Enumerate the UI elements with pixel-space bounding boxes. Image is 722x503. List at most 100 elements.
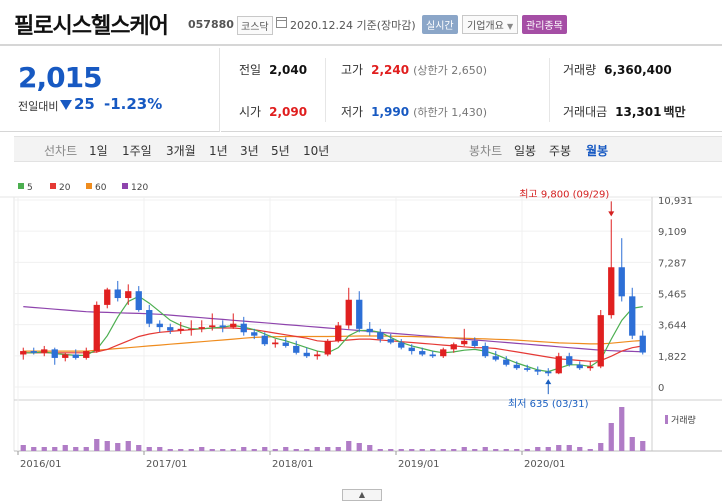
tab-1day[interactable]: 1일: [89, 144, 108, 158]
candle-body: [41, 349, 48, 353]
candle-body: [555, 356, 562, 374]
candle-body: [62, 354, 69, 358]
realtime-button[interactable]: 실시간: [422, 15, 458, 34]
candle-body: [324, 340, 331, 355]
volume-bar: [283, 447, 289, 451]
y-tick-label: 9,109: [658, 227, 687, 238]
legend-swatch-120: [122, 183, 128, 189]
price-summary: 2,015 전일대비 25 -1.23%: [0, 48, 220, 132]
volume-bar: [335, 447, 341, 451]
candle-body: [429, 354, 436, 357]
candle-body: [387, 339, 394, 343]
volume-bar: [388, 449, 394, 451]
candle-body: [30, 351, 37, 353]
volume-bar: [73, 447, 79, 451]
candle-body: [293, 345, 300, 353]
volume-bar: [209, 449, 215, 451]
volume-bar: [52, 447, 58, 451]
tab-10year[interactable]: 10년: [303, 144, 330, 158]
candle-body: [471, 340, 478, 346]
tab-3year[interactable]: 3년: [240, 144, 259, 158]
legend-label-60: 60: [95, 183, 107, 193]
candle-body: [482, 345, 489, 357]
volume-bar: [314, 447, 320, 451]
volume-bar: [178, 449, 184, 451]
min-arrow-head: [545, 379, 552, 385]
stat-turnover-unit: 백만: [663, 105, 686, 119]
stat-volume: 거래량 6,360,400: [563, 61, 672, 78]
volume-bar: [41, 447, 47, 451]
stat-open-label: 시가: [239, 105, 262, 119]
volume-bar: [220, 449, 226, 451]
stat-turnover-value: 13,301: [615, 105, 662, 119]
volume-bar: [440, 449, 446, 451]
volume-bar: [629, 437, 635, 451]
legend-swatch-20: [50, 183, 56, 189]
candle-body: [209, 325, 216, 328]
tab-1week[interactable]: 1주일: [122, 144, 152, 158]
candle-body: [303, 352, 310, 357]
volume-bar: [346, 441, 352, 451]
chevron-down-icon: ▼: [507, 22, 514, 31]
tab-1year[interactable]: 1년: [209, 144, 228, 158]
tab-5year[interactable]: 5년: [271, 144, 290, 158]
tab-weekly[interactable]: 주봉: [549, 144, 572, 158]
candlestick-chart[interactable]: 5 20 60 120 10,931 9,109 7,287 5,465 3,644 1,822 0…: [0, 175, 722, 503]
candle-body: [219, 325, 226, 328]
legend-swatch-5: [18, 183, 24, 189]
candle-body: [20, 351, 27, 355]
candle-body: [608, 267, 615, 316]
volume-bar: [157, 447, 163, 451]
stat-high-value: 2,240: [371, 63, 410, 77]
candle-body: [251, 332, 258, 336]
candle-body: [167, 327, 174, 331]
tab-3month[interactable]: 3개월: [166, 144, 196, 158]
candle-body: [240, 323, 247, 333]
candle-body: [230, 323, 237, 328]
price-stats: 전일 2,040 고가 2,240 (상한가 2,650) 거래량 6,360,400 …: [221, 48, 722, 132]
company-name: 필로시스헬스케어: [14, 14, 169, 39]
candle-body: [177, 328, 184, 331]
reference-date: 2020.12.24 기준(장마감): [290, 19, 416, 32]
stock-chart: 5 20 60 120 10,931 9,109 7,287 5,465 3,644 1,822 0…: [0, 175, 722, 503]
candle-body: [72, 354, 79, 358]
candle-body: [618, 267, 625, 297]
candle-body: [408, 347, 415, 352]
managed-stock-badge[interactable]: 관리종목: [522, 15, 567, 34]
stock-code: 057880: [188, 18, 234, 31]
candle-body: [450, 344, 457, 350]
candle-body: [492, 356, 499, 360]
candle-body: [188, 328, 195, 330]
candle-body: [345, 299, 352, 326]
volume-bar: [146, 447, 152, 451]
candle-body: [440, 349, 447, 357]
candle-body: [366, 328, 373, 333]
volume-bar: [377, 449, 383, 451]
stat-volume-label: 거래량: [563, 63, 597, 77]
tab-daily[interactable]: 일봉: [514, 144, 537, 158]
ma-line-ma120: [23, 306, 643, 353]
x-tick-label: 2019/01: [398, 459, 440, 470]
candle-body: [146, 310, 153, 324]
x-tick-label: 2020/01: [524, 459, 566, 470]
legend-label-120: 120: [131, 183, 148, 193]
tab-monthly[interactable]: 월봉: [586, 144, 609, 158]
candle-body: [114, 289, 121, 299]
candle-body: [639, 335, 646, 353]
volume-bar: [461, 447, 467, 451]
legend-label-5: 5: [27, 183, 33, 193]
volume-bar: [272, 449, 278, 451]
min-annotation: 최저 635 (03/31): [508, 398, 589, 410]
chart-scroll-button[interactable]: ▲: [342, 489, 382, 501]
volume-bar: [398, 449, 404, 451]
volume-bar: [514, 449, 520, 451]
volume-bar: [115, 443, 121, 451]
volume-bar: [293, 449, 299, 451]
company-info-dropdown[interactable]: 기업개요 ▼: [462, 15, 519, 34]
volume-bar: [230, 449, 236, 451]
volume-bar: [304, 449, 310, 451]
y-tick-label: 0: [658, 383, 664, 394]
stat-high-note: (상한가 2,650): [413, 64, 487, 77]
volume-legend-label: 거래량: [671, 414, 696, 426]
candle-body: [524, 368, 531, 370]
